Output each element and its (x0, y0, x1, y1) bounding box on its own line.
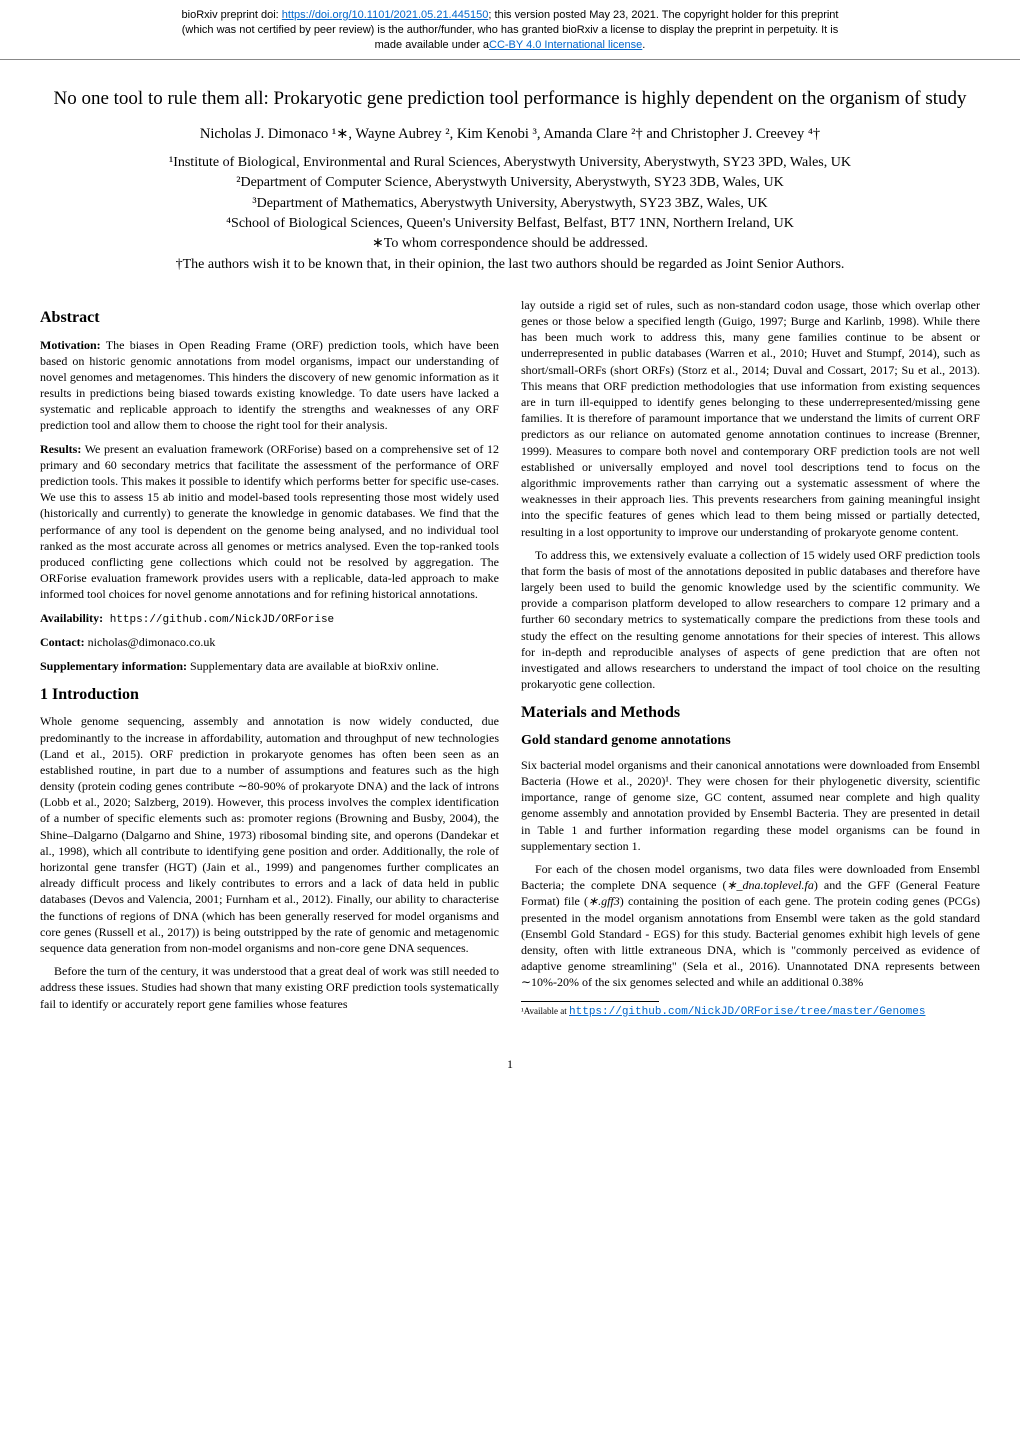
header-rule (0, 59, 1020, 60)
preprint-line1-pre: bioRxiv preprint doi: (182, 9, 282, 21)
affiliation-3: ³Department of Mathematics, Aberystwyth … (40, 194, 980, 214)
footnote-link[interactable]: https://github.com/NickJD/ORForise/tree/… (569, 1006, 925, 1018)
doi-link[interactable]: https://doi.org/10.1101/2021.05.21.44515… (282, 9, 489, 21)
file2: ∗.gff3 (588, 894, 620, 908)
introduction-heading: 1 Introduction (40, 684, 499, 706)
correspondence-note: ∗To whom correspondence should be addres… (40, 234, 980, 254)
abstract-heading: Abstract (40, 307, 499, 329)
supp-text: Supplementary data are available at bioR… (187, 659, 439, 673)
paper-title: No one tool to rule them all: Prokaryoti… (0, 78, 1020, 127)
gold-standard-subheading: Gold standard genome annotations (521, 732, 980, 751)
abstract-results: Results: We present an evaluation framew… (40, 441, 499, 603)
col2-p1: lay outside a rigid set of rules, such a… (521, 297, 980, 540)
abstract-supp: Supplementary information: Supplementary… (40, 658, 499, 674)
preprint-line3-pre: made available under a (375, 39, 489, 51)
contact-email: nicholas@dimonaco.co.uk (85, 635, 216, 649)
motivation-text: The biases in Open Reading Frame (ORF) p… (40, 338, 499, 433)
availability-url: https://github.com/NickJD/ORForise (103, 614, 334, 626)
preprint-line2: (which was not certified by peer review)… (182, 24, 838, 36)
preprint-line3-post: . (642, 39, 645, 51)
results-label: Results: (40, 442, 81, 456)
two-column-body: Abstract Motivation: The biases in Open … (0, 291, 1020, 1039)
motivation-label: Motivation: (40, 338, 101, 352)
contact-label: Contact: (40, 635, 85, 649)
affiliation-1: ¹Institute of Biological, Environmental … (40, 153, 980, 173)
intro-p1: Whole genome sequencing, assembly and an… (40, 713, 499, 956)
footnote-text: Available at (524, 1006, 569, 1016)
file1: ∗_dna.toplevel.fa (726, 878, 813, 892)
intro-p2: Before the turn of the century, it was u… (40, 963, 499, 1012)
results-text: We present an evaluation framework (ORFo… (40, 442, 499, 602)
affiliations: ¹Institute of Biological, Environmental … (0, 153, 1020, 291)
availability-label: Availability: (40, 611, 103, 625)
methods-p2: For each of the chosen model organisms, … (521, 861, 980, 991)
abstract-contact: Contact: nicholas@dimonaco.co.uk (40, 634, 499, 650)
supp-label: Supplementary information: (40, 659, 187, 673)
page-number: 1 (0, 1039, 1020, 1084)
footnote-rule (521, 1001, 659, 1002)
license-link[interactable]: CC-BY 4.0 International license (489, 39, 642, 51)
affiliation-2: ²Department of Computer Science, Aberyst… (40, 173, 980, 193)
joint-authors-note: †The authors wish it to be known that, i… (40, 255, 980, 275)
methods-heading: Materials and Methods (521, 702, 980, 724)
right-column: lay outside a rigid set of rules, such a… (521, 297, 980, 1019)
methods-p1: Six bacterial model organisms and their … (521, 757, 980, 854)
abstract-motivation: Motivation: The biases in Open Reading F… (40, 337, 499, 434)
preprint-banner: bioRxiv preprint doi: https://doi.org/10… (0, 0, 1020, 57)
methods-p2c: ) containing the position of each gene. … (521, 894, 980, 989)
footnote: ¹Available at https://github.com/NickJD/… (521, 1005, 980, 1019)
author-list: Nicholas J. Dimonaco ¹∗, Wayne Aubrey ²,… (0, 126, 1020, 153)
col2-p2: To address this, we extensively evaluate… (521, 547, 980, 693)
affiliation-4: ⁴School of Biological Sciences, Queen's … (40, 214, 980, 234)
left-column: Abstract Motivation: The biases in Open … (40, 297, 499, 1019)
abstract-availability: Availability: https://github.com/NickJD/… (40, 610, 499, 628)
preprint-line1-post: ; this version posted May 23, 2021. The … (488, 9, 838, 21)
